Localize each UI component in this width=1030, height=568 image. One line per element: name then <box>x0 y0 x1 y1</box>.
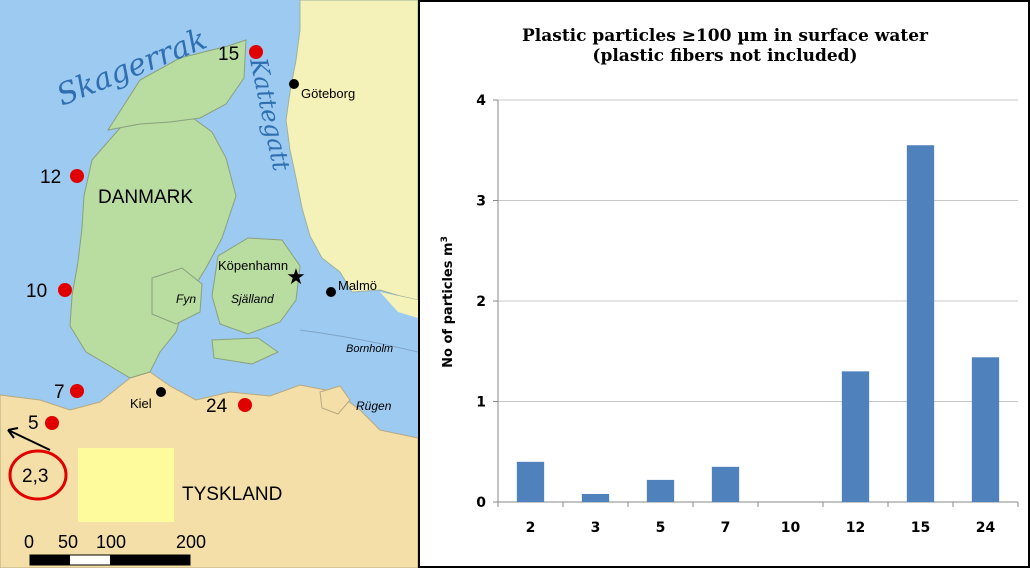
y-tick-label: 1 <box>476 395 486 411</box>
scale-bar-segment-2 <box>110 555 190 565</box>
x-tick-label: 2 <box>526 520 536 536</box>
germany-label: TYSKLAND <box>182 484 282 505</box>
goteborg-label: Göteborg <box>301 86 355 101</box>
station-5-marker <box>45 416 59 430</box>
station-10-label: 10 <box>26 281 47 302</box>
x-tick-label: 24 <box>976 520 996 536</box>
y-tick-label: 2 <box>476 294 486 310</box>
inset-box <box>78 448 174 522</box>
station-5-label: 5 <box>28 413 39 434</box>
bar-15 <box>906 145 935 502</box>
fyn-label: Fyn <box>176 292 196 306</box>
scale-label-0: 0 <box>24 532 34 552</box>
station-15-marker <box>249 45 263 59</box>
station-2-3-circle <box>8 449 68 501</box>
capital-star-icon: ★ <box>286 265 306 290</box>
station-12-marker <box>70 169 84 183</box>
station-10-marker <box>58 283 72 297</box>
malmo-marker <box>326 287 336 297</box>
lolland-island <box>211 337 279 365</box>
sjalland-island <box>211 237 301 335</box>
station-2-3-arrow <box>7 429 51 451</box>
bar-7 <box>711 466 740 502</box>
x-tick-label: 12 <box>846 520 865 536</box>
sea-boundary-line <box>299 329 418 353</box>
fyn-island <box>151 267 203 325</box>
x-tick-label: 10 <box>781 520 801 536</box>
chart-title: Plastic particles ≥100 µm in surface wat… <box>522 26 928 46</box>
station-7-label: 7 <box>54 382 65 403</box>
sjalland-label: Själland <box>231 292 274 306</box>
x-tick-label: 3 <box>591 520 601 536</box>
chart-subtitle: (plastic fibers not included) <box>592 46 858 66</box>
arrow-head-icon <box>7 427 19 439</box>
rugen-island <box>319 385 351 415</box>
scale-bar-segment-1 <box>30 555 70 565</box>
station-24-label: 24 <box>206 396 228 417</box>
kobenhavn-label: Köpenhamn <box>218 258 288 273</box>
y-tick-label: 4 <box>476 93 486 109</box>
station-24-marker <box>238 398 252 412</box>
bar-24 <box>971 357 1000 502</box>
rugen-label: Rügen <box>356 399 392 413</box>
station-15-label: 15 <box>218 44 239 65</box>
station-12-label: 12 <box>40 167 61 188</box>
denmark-label: DANMARK <box>98 187 193 208</box>
bar-12 <box>841 371 870 502</box>
sweden-south-land <box>380 292 418 318</box>
x-tick-label: 15 <box>911 520 930 536</box>
study-area-map: Skagerrak Kattegatt DANMARK TYSKLAND Göt… <box>0 0 420 568</box>
bar-5 <box>646 479 675 502</box>
bar-3 <box>581 493 610 502</box>
scale-label-100: 100 <box>96 532 126 552</box>
goteborg-marker <box>289 79 299 89</box>
kiel-marker <box>156 387 166 397</box>
malmo-label: Malmö <box>338 278 377 293</box>
x-tick-label: 5 <box>656 520 666 536</box>
y-tick-label: 0 <box>476 495 486 511</box>
jutland-land <box>69 109 237 379</box>
scale-label-200: 200 <box>176 532 206 552</box>
bar-chart-panel: Plastic particles ≥100 µm in surface wat… <box>420 0 1030 568</box>
map-svg: Skagerrak Kattegatt DANMARK TYSKLAND Göt… <box>0 0 418 568</box>
x-tick-label: 7 <box>721 520 731 536</box>
scale-label-50: 50 <box>58 532 78 552</box>
y-tick-label: 3 <box>476 194 486 210</box>
station-2-3-label: 2,3 <box>22 466 48 487</box>
bar-2 <box>516 461 545 502</box>
vendsyssel-land <box>106 39 247 131</box>
bornholm-label: Bornholm <box>346 343 393 355</box>
station-7-marker <box>70 384 84 398</box>
kiel-label: Kiel <box>130 396 152 411</box>
